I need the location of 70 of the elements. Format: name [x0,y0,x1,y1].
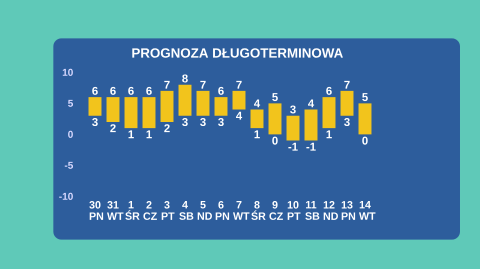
bar [232,90,246,110]
bar [160,90,174,122]
annotation: 0 [362,136,368,145]
x-tick-label: 7 WT [233,201,250,220]
x-tick-label: 6 PN [216,201,230,220]
annotation: 4 [254,99,260,108]
x-tick-label: 3 PT [162,201,175,220]
annotation: 1 [326,130,332,138]
y-tick-label: 0 [68,130,73,138]
annotation: 7 [200,80,206,89]
bar [340,90,354,116]
annotation: 8 [182,74,188,82]
annotation: 6 [110,86,116,95]
annotation: 6 [146,86,152,95]
chart-title: PROGNOZA DŁUGOTERMINOWA [132,48,343,58]
x-tick-label: 1 ŚR [125,201,140,220]
bar [358,103,372,134]
bar [304,110,318,141]
annotation: -1 [288,142,298,151]
annotation: 6 [326,86,332,95]
bar [106,97,120,122]
annotation: 2 [164,124,170,132]
annotation: 3 [344,118,350,126]
bar [250,110,264,128]
y-tick-label: 5 [68,100,74,107]
y-tick-label: 10 [62,68,73,76]
bar [196,90,210,116]
annotation: 0 [272,136,278,145]
annotation: 2 [110,124,116,132]
annotation: 3 [218,118,224,126]
bar [88,97,102,116]
bar [322,97,336,128]
annotation: 4 [236,112,242,120]
annotation: 3 [92,118,98,126]
annotation: 3 [200,118,206,126]
annotation: 1 [254,130,260,138]
x-tick-label: 13 PN [342,201,356,220]
annotation: 6 [92,86,98,95]
bar [178,84,192,116]
x-tick-label: 8 ŚR [251,201,266,220]
annotation: 5 [362,93,368,102]
bar [286,116,300,141]
annotation: 4 [308,99,314,108]
x-tick-label: 12 ND [324,201,338,220]
annotation: 1 [128,130,134,138]
bar [268,103,282,134]
x-tick-label: 10 PT [288,201,301,220]
annotation: 1 [146,130,152,138]
x-tick-label: 9 CZ [269,201,283,220]
x-tick-label: 30 PN [89,201,104,220]
x-tick-label: 2 CZ [143,201,157,220]
annotation: -1 [306,142,316,151]
annotation: 5 [272,93,278,102]
annotation: 6 [218,86,224,95]
annotation: 7 [236,80,242,89]
annotation: 7 [344,80,350,89]
x-tick-label: 31 WT [107,201,124,220]
bar [142,97,156,128]
x-tick-label: 5 ND [198,201,212,220]
annotation: 7 [164,80,170,89]
y-tick-label: -10 [59,192,73,200]
x-tick-label: 14 WT [358,201,376,220]
annotation: 6 [128,86,134,95]
x-tick-label: 4 SB [179,201,194,220]
annotation: 3 [290,105,296,114]
annotation: 3 [182,118,188,126]
bar [214,97,228,116]
x-tick-label: 11 SB [305,201,320,220]
bar [124,97,138,128]
y-tick-label: -5 [64,162,74,169]
